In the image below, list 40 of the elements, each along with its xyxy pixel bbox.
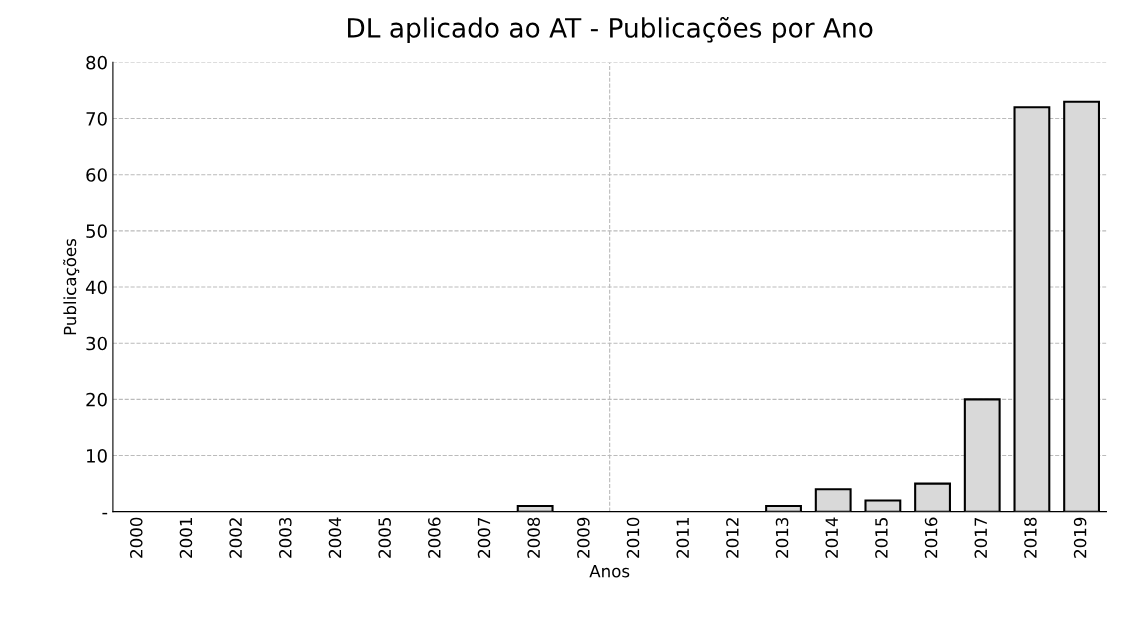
x-tick-label: 2015: [875, 518, 888, 558]
x-tick-label: 2004: [328, 517, 342, 558]
x-tick-label: 2014: [825, 517, 839, 558]
y-tick-label: 50: [86, 224, 107, 238]
x-tick-label: 2017: [974, 517, 988, 558]
y-tick-label: 60: [86, 168, 107, 182]
bar: [765, 505, 802, 512]
x-tick-label: 2001: [179, 518, 193, 558]
x-tick-label: 2019: [1073, 517, 1087, 558]
y-tick-label: -: [102, 512, 108, 515]
x-tick-label: 2007: [477, 517, 491, 558]
x-tick-label: 2005: [378, 518, 391, 558]
bar: [516, 505, 554, 512]
bar: [814, 488, 852, 512]
x-tick-label: 2010: [626, 517, 640, 558]
chart-title: DL aplicado ao AT - Publicações por Ano: [348, 16, 873, 43]
bar: [914, 482, 951, 512]
x-axis-title: Anos: [589, 565, 630, 578]
bar: [864, 499, 902, 512]
x-tick-label: 2013: [775, 517, 789, 558]
bar: [1013, 106, 1051, 512]
y-tick-label: 30: [86, 336, 107, 351]
y-tick-label: 10: [87, 448, 107, 463]
x-tick-label: 2003: [279, 517, 292, 558]
bar: [1063, 100, 1101, 512]
bar: [963, 398, 1001, 512]
y-axis-title: Publicações: [63, 238, 80, 335]
x-tick-label: 2018: [1024, 517, 1037, 558]
y-tick-label: 40: [85, 280, 107, 295]
x-tick-label: 2009: [577, 517, 590, 558]
y-tick-label: 70: [86, 112, 107, 126]
x-tick-label: 2012: [726, 518, 739, 558]
x-tick-label: 2002: [229, 518, 242, 558]
y-tick-label: 80: [86, 55, 107, 70]
x-tick-label: 2006: [428, 517, 441, 558]
x-tick-label: 2016: [924, 517, 938, 558]
x-tick-label: 2011: [676, 518, 690, 558]
x-tick-label: 2008: [527, 517, 540, 558]
x-tick-label: 2000: [129, 517, 143, 558]
y-tick-label: 20: [86, 392, 107, 407]
